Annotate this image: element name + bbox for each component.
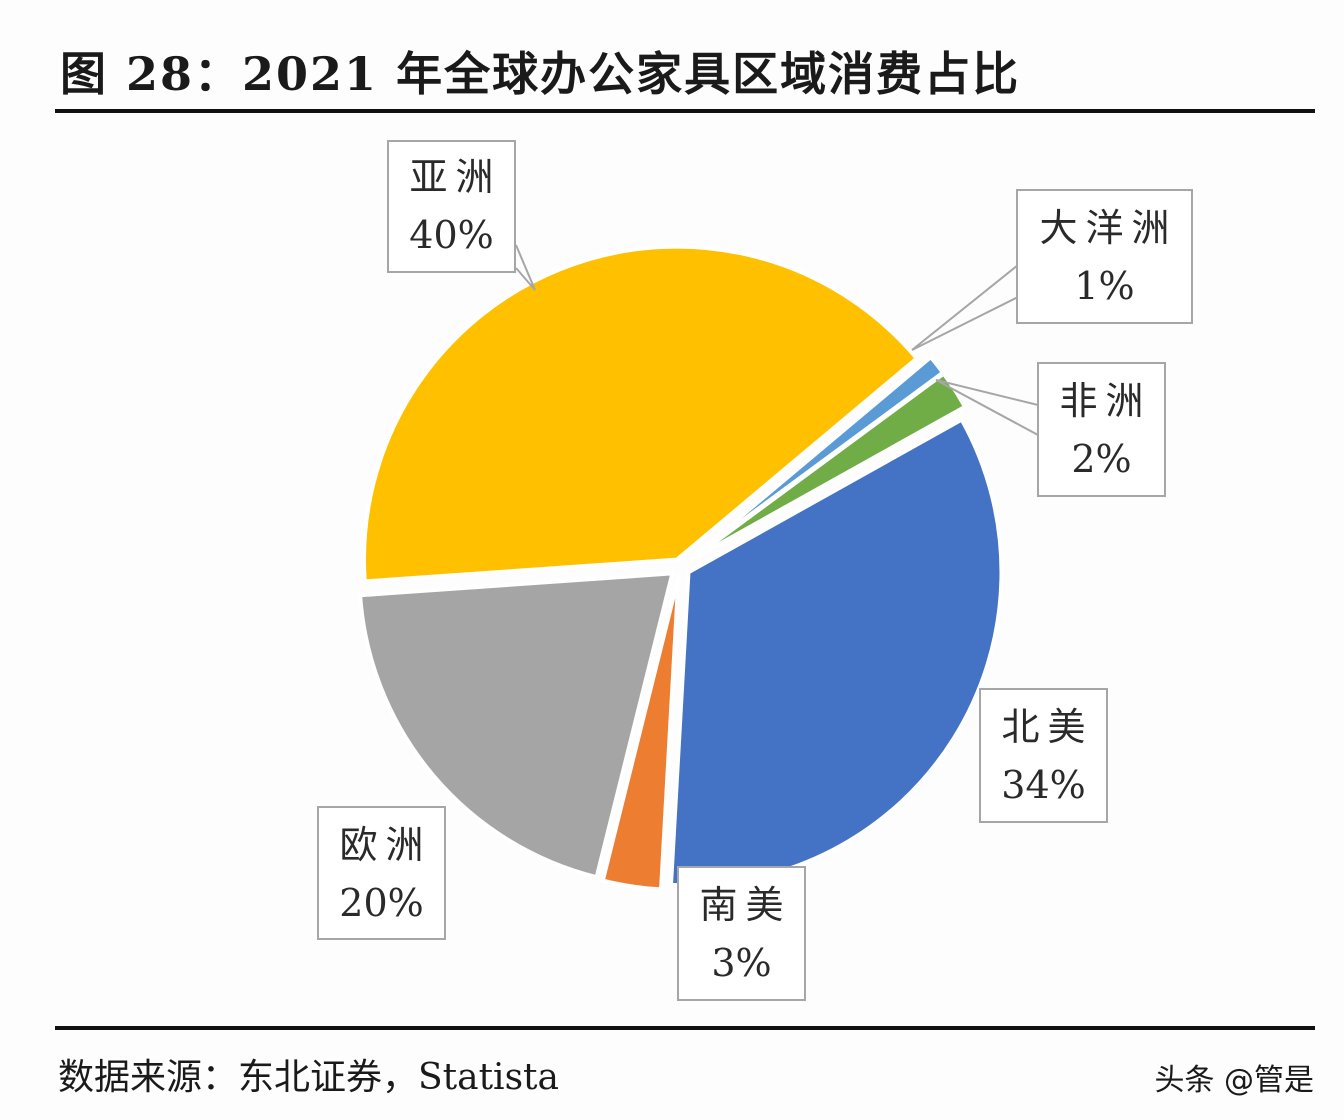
slice-asia	[362, 244, 919, 584]
leader-asia	[515, 244, 536, 291]
slice-south-america	[600, 574, 681, 892]
source-divider	[55, 1026, 1315, 1030]
watermark: 头条 @管是	[1154, 1063, 1314, 1098]
title-divider	[55, 109, 1315, 113]
figure-title: 图 28：2021 年全球办公家具区域消费占比	[60, 47, 1021, 101]
leader-oceania	[911, 264, 1019, 351]
label-oceania: 大洋洲 1%	[1016, 189, 1193, 324]
source-note: 数据来源：东北证券，Statista	[58, 1057, 559, 1098]
label-asia: 亚洲 40%	[387, 140, 516, 273]
leader-africa	[935, 379, 1039, 436]
label-africa: 非洲 2%	[1037, 362, 1166, 497]
label-europe: 欧洲 20%	[317, 806, 446, 940]
slice-europe	[358, 571, 675, 880]
label-south-america: 南美 3%	[677, 866, 806, 1001]
label-north-america: 北美 34%	[979, 688, 1108, 823]
